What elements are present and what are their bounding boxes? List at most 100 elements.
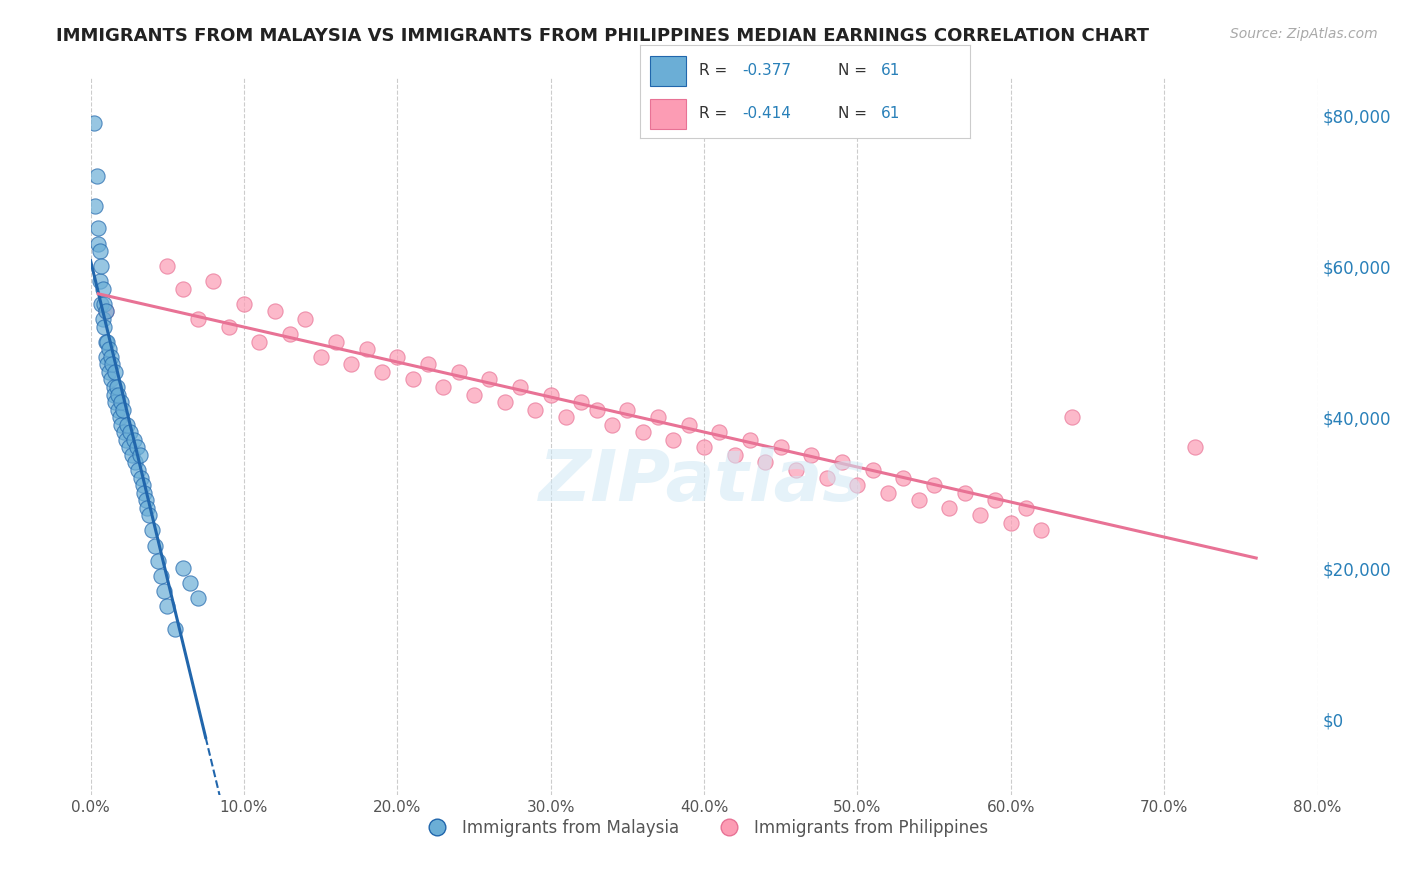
Point	[969, 508, 991, 523]
Point	[754, 455, 776, 469]
Point	[124, 455, 146, 469]
Point	[111, 402, 134, 417]
Point	[218, 319, 240, 334]
Point	[112, 425, 135, 440]
Point	[93, 297, 115, 311]
Point	[769, 441, 792, 455]
Point	[233, 297, 256, 311]
Point	[90, 259, 112, 273]
Point	[785, 463, 807, 477]
Point	[172, 561, 194, 575]
Point	[117, 417, 139, 432]
Point	[110, 417, 132, 432]
Point	[87, 236, 110, 251]
Point	[585, 402, 607, 417]
Point	[163, 622, 186, 636]
Point	[125, 441, 148, 455]
Point	[98, 365, 121, 379]
Point	[179, 576, 201, 591]
Point	[907, 493, 929, 508]
Point	[129, 470, 152, 484]
Point	[494, 395, 516, 409]
Point	[540, 387, 562, 401]
Point	[93, 319, 115, 334]
Point	[356, 343, 378, 357]
Point	[600, 417, 623, 432]
Point	[122, 433, 145, 447]
Text: -0.377: -0.377	[742, 63, 792, 78]
Point	[893, 470, 915, 484]
Point	[953, 485, 976, 500]
Point	[105, 380, 128, 394]
Point	[91, 312, 114, 326]
Point	[104, 365, 127, 379]
Point	[555, 410, 578, 425]
Point	[569, 395, 592, 409]
Text: N =: N =	[838, 63, 872, 78]
Point	[509, 380, 531, 394]
Point	[91, 282, 114, 296]
Point	[202, 274, 225, 288]
Point	[110, 395, 132, 409]
Point	[1000, 516, 1022, 530]
Point	[447, 365, 470, 379]
Point	[432, 380, 454, 394]
Point	[325, 334, 347, 349]
Point	[104, 395, 127, 409]
Point	[94, 304, 117, 318]
Point	[100, 372, 122, 386]
Point	[90, 297, 112, 311]
Point	[127, 463, 149, 477]
Point	[150, 568, 173, 582]
Point	[278, 327, 301, 342]
Point	[86, 169, 108, 183]
Point	[143, 539, 166, 553]
Text: N =: N =	[838, 106, 872, 121]
Point	[724, 448, 747, 462]
Point	[693, 441, 716, 455]
Point	[87, 221, 110, 235]
Point	[103, 380, 125, 394]
Point	[631, 425, 654, 440]
Point	[103, 387, 125, 401]
Point	[118, 441, 141, 455]
Point	[862, 463, 884, 477]
Point	[416, 357, 439, 371]
Point	[478, 372, 501, 386]
Point	[984, 493, 1007, 508]
Point	[108, 410, 131, 425]
Point	[387, 350, 409, 364]
Point	[247, 334, 270, 349]
Point	[340, 357, 363, 371]
Point	[128, 448, 150, 462]
Point	[831, 455, 853, 469]
Point	[134, 485, 156, 500]
Point	[616, 402, 638, 417]
Text: -0.414: -0.414	[742, 106, 792, 121]
Point	[463, 387, 485, 401]
Point	[172, 282, 194, 296]
Text: 61: 61	[882, 106, 900, 121]
Point	[800, 448, 823, 462]
Point	[94, 350, 117, 364]
Point	[709, 425, 731, 440]
Point	[1015, 500, 1038, 515]
Point	[156, 259, 179, 273]
Bar	[650, 56, 686, 86]
Point	[187, 312, 209, 326]
Point	[96, 334, 118, 349]
Point	[115, 433, 138, 447]
Point	[156, 599, 179, 613]
Point	[89, 244, 111, 258]
Point	[84, 199, 107, 213]
Point	[136, 500, 159, 515]
Point	[121, 448, 143, 462]
Point	[877, 485, 900, 500]
Point	[678, 417, 700, 432]
Point	[524, 402, 547, 417]
Point	[132, 478, 155, 492]
Text: R =: R =	[699, 106, 733, 121]
Text: R =: R =	[699, 63, 733, 78]
Point	[371, 365, 394, 379]
Text: Source: ZipAtlas.com: Source: ZipAtlas.com	[1230, 27, 1378, 41]
